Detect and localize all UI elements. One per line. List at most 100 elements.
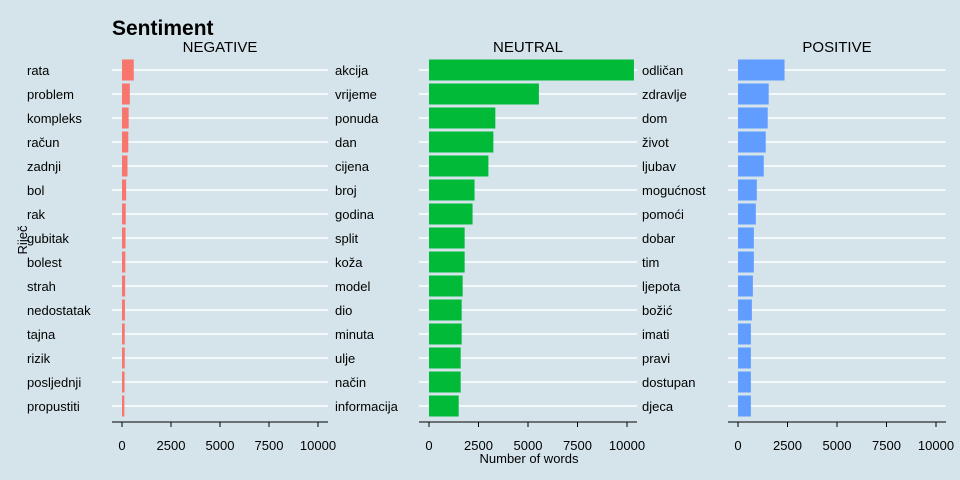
x-tick-label: 5000: [823, 438, 852, 453]
x-tick-label: 7500: [255, 438, 284, 453]
bar: [429, 179, 475, 201]
bar: [122, 179, 127, 201]
category-label: propustiti: [27, 399, 80, 414]
category-label: gubitak: [27, 231, 69, 246]
bar: [122, 131, 129, 153]
bar: [738, 371, 751, 393]
category-label: ljubav: [642, 159, 676, 174]
bar: [429, 371, 461, 393]
category-label: način: [335, 375, 366, 390]
bar: [429, 347, 461, 369]
category-label: ljepota: [642, 279, 681, 294]
category-label: zdravlje: [642, 87, 687, 102]
category-label: dan: [335, 135, 357, 150]
category-label: kompleks: [27, 111, 82, 126]
category-label: dobar: [642, 231, 676, 246]
bar: [738, 251, 754, 273]
bar: [429, 83, 539, 105]
bar: [122, 227, 126, 249]
x-tick-label: 0: [118, 438, 125, 453]
bar: [122, 83, 130, 105]
panel-title: NEUTRAL: [493, 39, 563, 56]
y-axis-label: Riječ: [15, 225, 30, 254]
category-label: akcija: [335, 63, 369, 78]
category-label: godina: [335, 207, 375, 222]
bar: [429, 251, 465, 273]
category-label: problem: [27, 87, 74, 102]
x-axis-label: Number of words: [480, 451, 579, 466]
x-tick-label: 5000: [206, 438, 235, 453]
category-label: koža: [335, 255, 363, 270]
bar: [122, 275, 126, 297]
category-label: mogućnost: [642, 183, 706, 198]
category-label: bolest: [27, 255, 62, 270]
bar: [738, 179, 757, 201]
bar: [429, 107, 496, 129]
bar: [429, 131, 494, 153]
category-label: nedostatak: [27, 303, 91, 318]
bar: [122, 323, 125, 345]
bar: [429, 323, 462, 345]
x-tick-label: 0: [734, 438, 741, 453]
bar: [429, 203, 473, 225]
category-label: strah: [27, 279, 56, 294]
bar: [122, 395, 125, 417]
category-label: tim: [642, 255, 659, 270]
category-label: rizik: [27, 351, 51, 366]
bar: [122, 347, 125, 369]
x-tick-label: 2500: [464, 438, 493, 453]
x-tick-label: 7500: [872, 438, 901, 453]
bar: [122, 107, 129, 129]
category-label: zadnji: [27, 159, 61, 174]
category-label: pomoći: [642, 207, 684, 222]
category-label: božić: [642, 303, 673, 318]
x-tick-label: 7500: [563, 438, 592, 453]
category-label: tajna: [27, 327, 56, 342]
bar: [738, 107, 768, 129]
bar: [429, 155, 489, 177]
category-label: djeca: [642, 399, 674, 414]
bar: [738, 347, 751, 369]
chart-panels: NEGATIVE rata problem kompleks račun zadnji bo…: [27, 39, 954, 453]
bar: [738, 131, 766, 153]
category-label: život: [642, 135, 669, 150]
bar: [738, 323, 751, 345]
bar: [122, 251, 126, 273]
bar: [429, 395, 459, 417]
x-tick-label: 0: [425, 438, 432, 453]
category-label: dom: [642, 111, 667, 126]
bar: [738, 83, 769, 105]
bar: [429, 275, 463, 297]
category-label: model: [335, 279, 371, 294]
category-label: rata: [27, 63, 50, 78]
x-tick-label: 5000: [514, 438, 543, 453]
bar: [122, 155, 128, 177]
chart-title: Sentiment: [112, 17, 214, 40]
bar: [738, 155, 764, 177]
category-label: račun: [27, 135, 60, 150]
panel-title: POSITIVE: [802, 39, 871, 56]
bar: [122, 371, 125, 393]
category-label: broj: [335, 183, 357, 198]
x-tick-label: 10000: [918, 438, 954, 453]
category-label: bol: [27, 183, 44, 198]
category-label: dio: [335, 303, 352, 318]
bar: [122, 299, 125, 321]
category-label: split: [335, 231, 359, 246]
bar: [738, 299, 752, 321]
bar: [738, 227, 754, 249]
category-label: pravi: [642, 351, 670, 366]
x-tick-label: 10000: [609, 438, 645, 453]
bar: [738, 275, 753, 297]
bar: [738, 59, 785, 81]
x-tick-label: 2500: [157, 438, 186, 453]
panel-title: NEGATIVE: [183, 39, 258, 56]
category-label: ponuda: [335, 111, 379, 126]
category-label: minuta: [335, 327, 375, 342]
category-label: ulje: [335, 351, 355, 366]
category-label: posljednji: [27, 375, 81, 390]
bar: [738, 395, 751, 417]
category-label: vrijeme: [335, 87, 377, 102]
bar: [122, 203, 126, 225]
bar: [429, 299, 462, 321]
